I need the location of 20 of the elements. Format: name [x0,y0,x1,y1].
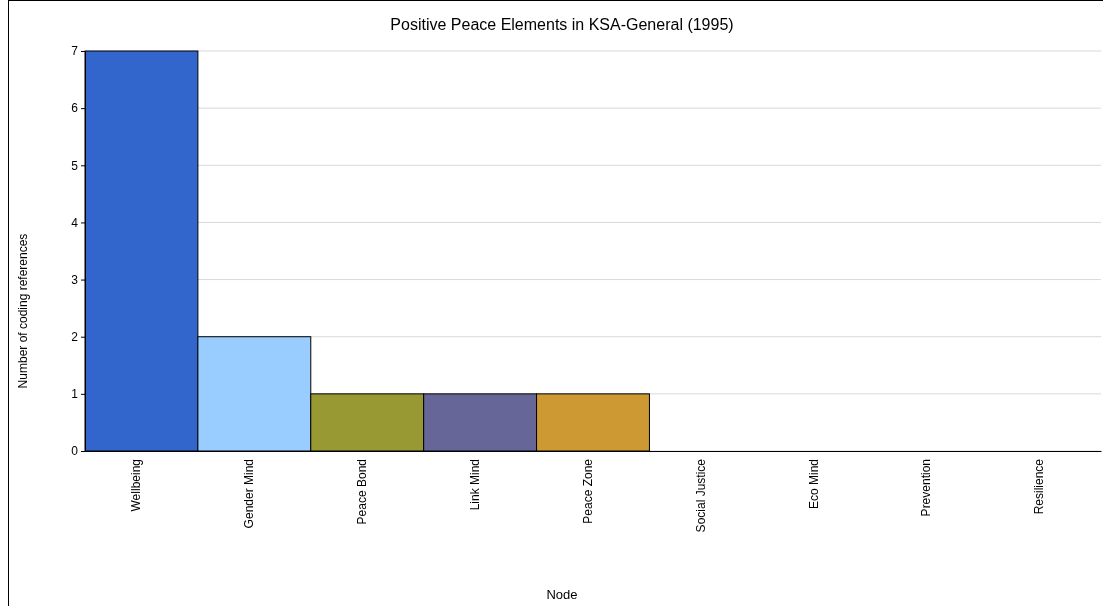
x-tick-label: Prevention [919,459,934,517]
y-tick-label: 2 [71,330,79,345]
x-tick-label: Peace Bond [355,459,370,525]
x-tick-label: Social Justice [693,458,708,533]
x-tick-label: Eco Mind [806,459,821,510]
y-tick-label: 4 [71,215,79,230]
y-tick-label: 5 [71,158,79,173]
x-axis-title: Node [546,587,578,602]
y-tick-label: 6 [71,101,79,116]
y-tick-label: 3 [71,272,79,287]
y-tick-label: 0 [71,444,79,459]
x-tick-label: Resilience [1032,458,1047,515]
y-tick-label: 1 [71,387,79,402]
x-tick-label: Gender Mind [242,459,257,529]
x-tick-label: Peace Zone [580,458,595,524]
y-tick-label: 7 [71,44,79,59]
y-axis-title: Number of coding references [16,233,30,389]
x-tick-label: Link Mind [467,459,482,511]
x-tick-label: Wellbeing [129,459,144,512]
chart-title: Positive Peace Elements in KSA-General (1995) [390,16,734,33]
